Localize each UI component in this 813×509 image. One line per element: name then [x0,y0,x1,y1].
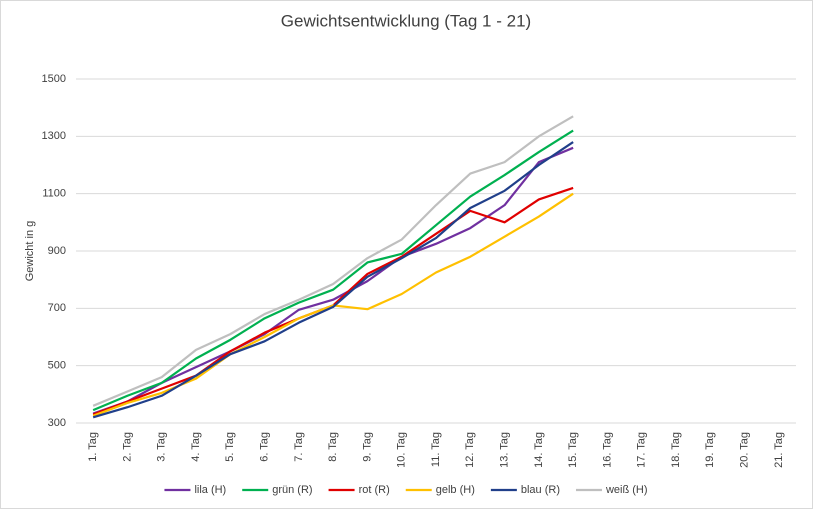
x-tick-label: 2. Tag [121,432,133,462]
legend-label: lila (H) [194,484,226,496]
x-tick-label: 14. Tag [533,432,545,468]
series-line [92,129,574,412]
series-line [92,141,574,419]
y-tick-label: 1300 [42,130,66,142]
y-axis-label: Gewicht in g [24,221,36,282]
series-line [92,115,574,407]
legend-label: gelb (H) [436,484,475,496]
legend-label: grün (R) [272,484,312,496]
legend-label: weiß (H) [605,484,648,496]
x-tick-label: 1. Tag [87,432,99,462]
x-tick-label: 13. Tag [498,432,510,468]
x-tick-label: 16. Tag [601,432,613,468]
x-tick-label: 15. Tag [567,432,579,468]
x-tick-label: 5. Tag [224,432,236,462]
x-tick-label: 8. Tag [327,432,339,462]
x-tick-label: 21. Tag [773,432,785,468]
x-tick-label: 20. Tag [738,432,750,468]
legend-label: rot (R) [359,484,390,496]
y-tick-label: 1500 [42,73,66,85]
y-tick-label: 300 [48,417,66,429]
y-tick-label: 900 [48,245,66,257]
x-tick-label: 18. Tag [670,432,682,468]
x-tick-label: 3. Tag [156,432,168,462]
y-tick-label: 1100 [42,188,66,200]
legend-label: blau (R) [521,484,560,496]
x-tick-label: 11. Tag [430,432,442,467]
x-tick-label: 12. Tag [464,432,476,468]
x-tick-label: 19. Tag [704,432,716,468]
x-tick-label: 9. Tag [361,432,373,462]
x-tick-label: 10. Tag [396,432,408,468]
y-tick-label: 500 [48,360,66,372]
x-tick-label: 7. Tag [293,432,305,462]
y-tick-label: 700 [48,302,66,314]
series-line [92,146,574,415]
x-tick-label: 17. Tag [636,432,648,468]
chart-title: Gewichtsentwicklung (Tag 1 - 21) [281,11,531,30]
x-tick-label: 4. Tag [190,432,202,462]
x-tick-label: 6. Tag [258,432,270,462]
